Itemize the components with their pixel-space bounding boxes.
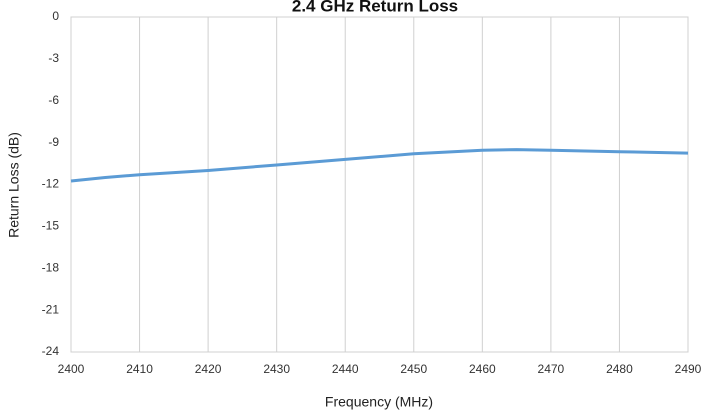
x-tick-label: 2490 [675, 362, 702, 376]
y-tick-label: -9 [48, 135, 59, 149]
x-tick-label: 2400 [58, 362, 85, 376]
y-tick-label: -18 [42, 260, 60, 274]
y-tick-label: -24 [42, 344, 60, 358]
plot-border [70, 16, 689, 353]
x-tick-label: 2460 [469, 362, 496, 376]
y-tick-label: -6 [48, 93, 59, 107]
y-tick-label: -12 [42, 177, 60, 191]
x-tick-label: 2450 [400, 362, 427, 376]
y-tick-label: 0 [52, 9, 59, 23]
x-tick-label: 2430 [263, 362, 290, 376]
y-tick-label: -15 [42, 219, 60, 233]
x-axis-title: Frequency (MHz) [325, 394, 433, 410]
x-tick-label: 2480 [606, 362, 633, 376]
line-series [70, 148, 689, 183]
x-tick-label: 2410 [126, 362, 153, 376]
y-tick-label: -21 [42, 302, 60, 316]
x-tick-label: 2440 [332, 362, 359, 376]
x-tick-label: 2470 [538, 362, 565, 376]
y-tick-label: -3 [48, 51, 59, 65]
y-axis-title: Return Loss (dB) [6, 132, 22, 238]
x-tick-label: 2420 [195, 362, 222, 376]
chart-title: 2.4 GHz Return Loss [292, 0, 458, 15]
